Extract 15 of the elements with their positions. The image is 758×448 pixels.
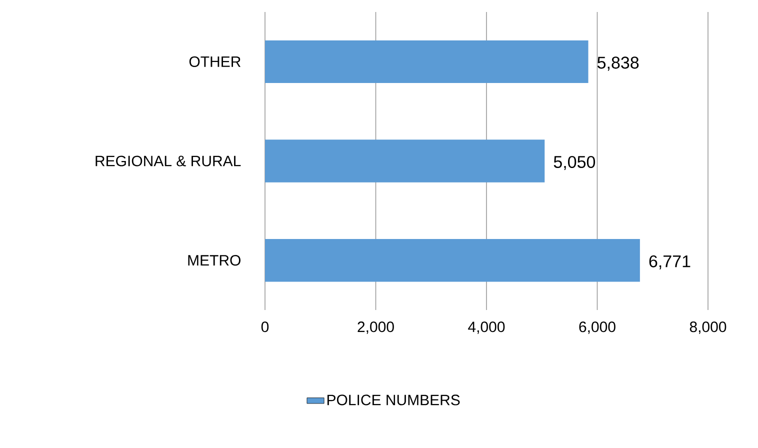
y-tick-label: OTHER — [189, 56, 240, 67]
legend-label: POLICE NUMBERS — [327, 394, 460, 406]
y-tick-label: REGIONAL & RURAL — [96, 156, 241, 166]
x-tick-label: 4,000 — [468, 322, 505, 334]
x-tick-label: 0 — [261, 322, 269, 332]
x-tick-label: 8,000 — [690, 322, 726, 334]
bar — [265, 40, 588, 84]
bar — [265, 140, 545, 182]
x-tick-label: 6,000 — [579, 322, 616, 334]
data-label: 5,050 — [554, 156, 596, 170]
y-tick-label: METRO — [188, 255, 240, 266]
data-label: 6,771 — [649, 255, 690, 270]
x-tick-label: 2,000 — [358, 322, 394, 334]
bar — [265, 238, 640, 282]
data-label: 5,838 — [597, 56, 639, 71]
